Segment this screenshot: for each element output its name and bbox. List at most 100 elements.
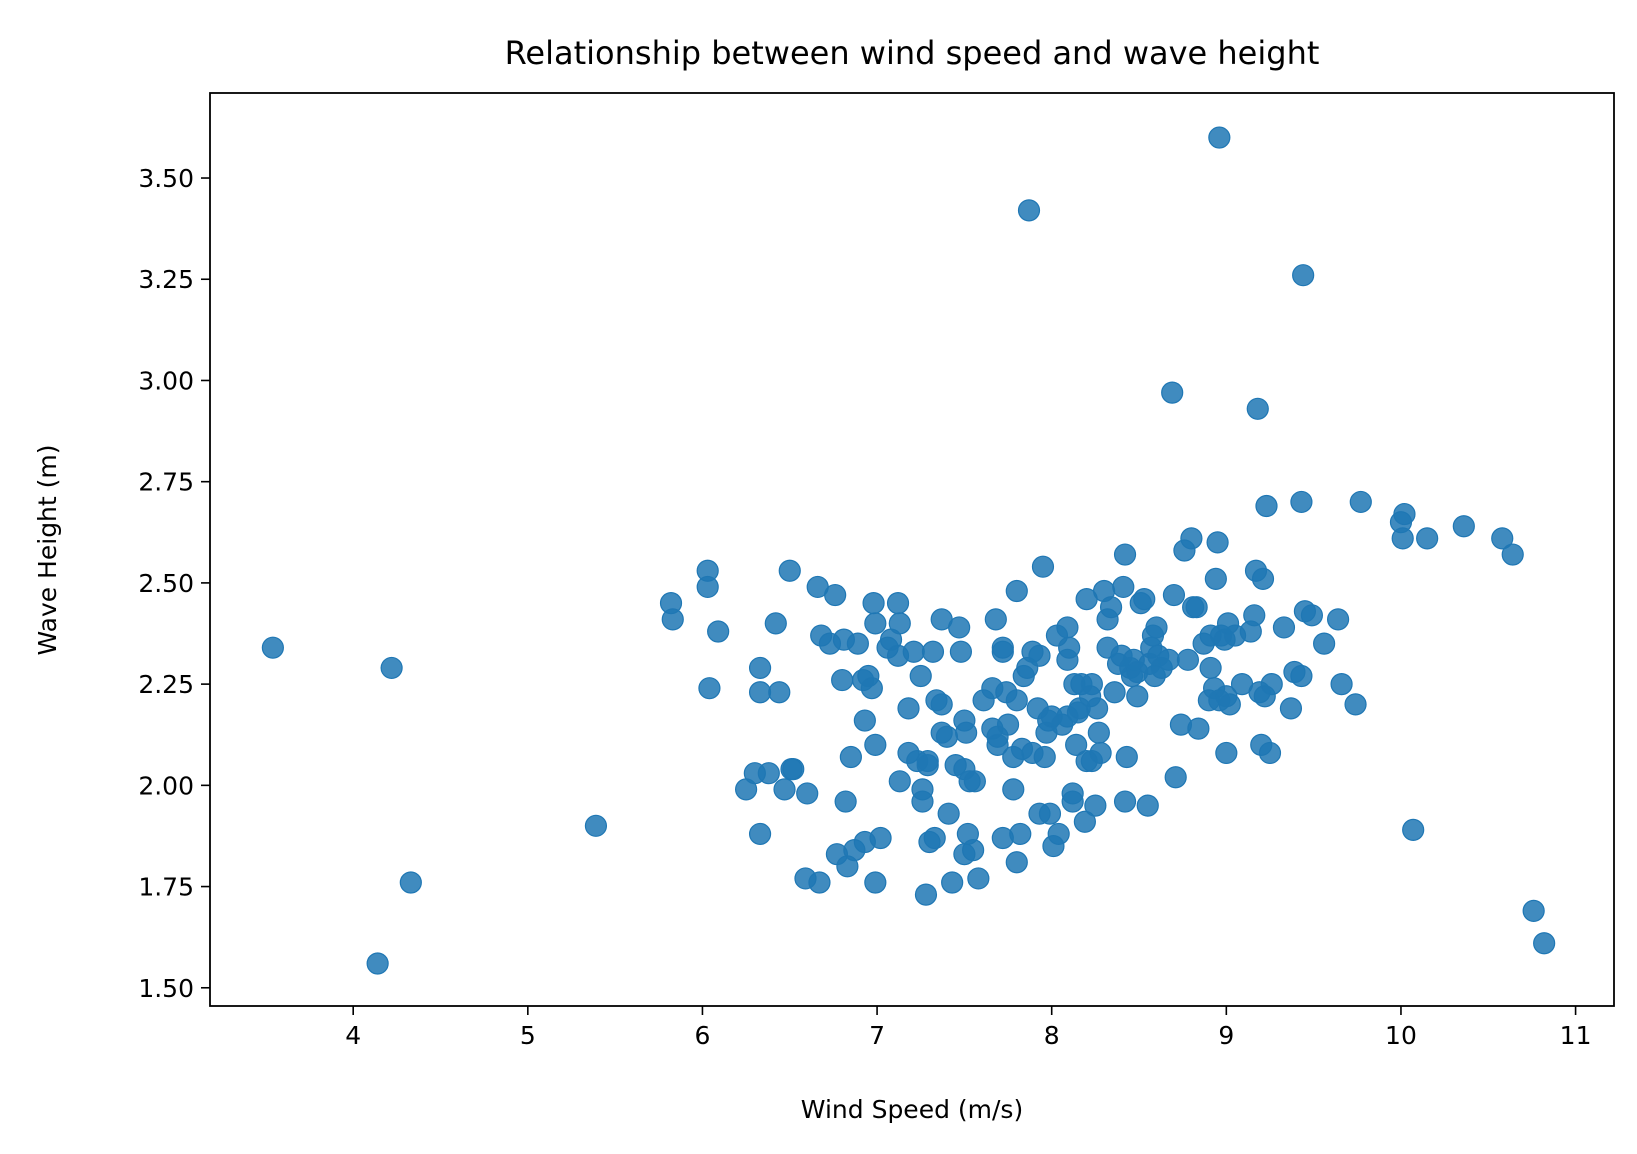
y-tick-label: 3.25 bbox=[138, 265, 194, 294]
data-point bbox=[1326, 608, 1350, 631]
data-point bbox=[1047, 822, 1070, 846]
data-point bbox=[1522, 899, 1545, 922]
data-point bbox=[698, 677, 721, 700]
x-tick-label: 10 bbox=[1385, 1021, 1417, 1050]
data-point bbox=[1164, 766, 1187, 789]
data-point bbox=[1344, 693, 1367, 716]
data-point bbox=[911, 790, 934, 813]
data-point bbox=[930, 693, 953, 716]
data-point bbox=[1005, 689, 1028, 712]
data-point bbox=[897, 697, 920, 720]
data-point bbox=[1058, 636, 1081, 659]
data-point bbox=[1113, 790, 1137, 813]
data-point bbox=[757, 762, 780, 785]
data-point bbox=[963, 770, 986, 793]
data-point bbox=[1002, 778, 1025, 801]
data-point bbox=[1272, 616, 1296, 639]
y-tick-label: 1.75 bbox=[138, 873, 194, 902]
data-point bbox=[661, 608, 684, 631]
data-point bbox=[984, 608, 1007, 631]
data-point bbox=[1292, 264, 1315, 287]
data-point bbox=[1080, 673, 1103, 696]
data-point bbox=[1180, 527, 1203, 550]
data-point bbox=[967, 867, 990, 890]
data-point bbox=[1115, 745, 1138, 769]
data-point bbox=[1133, 587, 1156, 611]
data-point bbox=[955, 721, 978, 744]
x-tick-label: 5 bbox=[520, 1021, 536, 1050]
data-point bbox=[935, 725, 959, 748]
data-point bbox=[1009, 822, 1032, 846]
data-point bbox=[1452, 515, 1475, 538]
data-point bbox=[1251, 567, 1275, 590]
data-point bbox=[864, 612, 887, 635]
data-point bbox=[1290, 490, 1313, 514]
data-point bbox=[1501, 543, 1524, 566]
data-point bbox=[888, 770, 911, 793]
data-point bbox=[261, 636, 284, 659]
x-axis-label: Wind Speed (m/s) bbox=[801, 1095, 1023, 1124]
x-tick-label: 11 bbox=[1560, 1021, 1592, 1050]
data-point bbox=[914, 883, 938, 906]
y-axis: 1.50 1.75 2.00 2.25 2.50 2.75 3.00 3.25 3.50 bbox=[138, 164, 210, 1003]
x-tick-label: 9 bbox=[1218, 1021, 1234, 1050]
data-point bbox=[1085, 697, 1109, 720]
data-point bbox=[1017, 199, 1041, 222]
data-point bbox=[1258, 741, 1282, 765]
data-point bbox=[846, 632, 869, 655]
data-point bbox=[1033, 745, 1056, 769]
data-point bbox=[707, 620, 730, 643]
data-point bbox=[1260, 673, 1283, 696]
data-point bbox=[886, 592, 910, 615]
x-tick-label: 4 bbox=[345, 1021, 361, 1050]
chart-title: Relationship between wind speed and wave… bbox=[505, 34, 1320, 72]
data-point bbox=[1416, 527, 1439, 550]
data-point bbox=[1300, 604, 1324, 627]
y-tick-label: 2.00 bbox=[138, 771, 194, 800]
data-point bbox=[1073, 810, 1096, 833]
data-point bbox=[921, 640, 945, 663]
data-point bbox=[949, 640, 973, 663]
data-point bbox=[1208, 126, 1231, 149]
data-point bbox=[764, 612, 787, 635]
data-point bbox=[782, 758, 805, 781]
data-point bbox=[1103, 681, 1126, 704]
data-point bbox=[1204, 567, 1227, 590]
data-point bbox=[1255, 494, 1278, 518]
data-point bbox=[996, 713, 1020, 736]
data-point bbox=[948, 616, 971, 639]
data-point bbox=[1176, 648, 1200, 671]
data-point bbox=[986, 733, 1009, 756]
data-point bbox=[888, 612, 911, 635]
y-tick-label: 1.50 bbox=[138, 974, 194, 1003]
y-tick-label: 2.50 bbox=[138, 569, 194, 598]
data-point bbox=[1087, 721, 1110, 744]
data-point bbox=[768, 681, 791, 704]
data-point bbox=[778, 559, 801, 582]
data-point bbox=[1136, 794, 1159, 817]
data-point bbox=[991, 636, 1014, 659]
data-point bbox=[1491, 527, 1514, 550]
data-point bbox=[808, 871, 831, 894]
data-point bbox=[1187, 717, 1210, 740]
data-point bbox=[1206, 531, 1229, 554]
data-point bbox=[1313, 632, 1336, 655]
data-point bbox=[869, 826, 892, 850]
data-point bbox=[1402, 818, 1425, 841]
data-point bbox=[1246, 397, 1269, 420]
data-point bbox=[796, 782, 819, 805]
data-point bbox=[1243, 604, 1266, 627]
data-point bbox=[1162, 583, 1186, 607]
data-point bbox=[962, 839, 985, 862]
data-point bbox=[824, 583, 847, 607]
data-point bbox=[923, 826, 946, 850]
data-point bbox=[1005, 851, 1028, 874]
data-point bbox=[1028, 644, 1051, 667]
data-point bbox=[864, 733, 887, 756]
data-point bbox=[902, 640, 925, 663]
y-axis-label: Wave Height (m) bbox=[33, 444, 62, 655]
data-point bbox=[860, 677, 883, 700]
data-point bbox=[1279, 697, 1303, 720]
data-point bbox=[1126, 685, 1149, 708]
